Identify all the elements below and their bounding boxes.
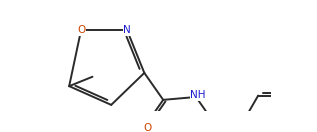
Text: NH: NH	[190, 90, 206, 100]
Text: O: O	[144, 123, 152, 132]
Text: O: O	[77, 25, 85, 35]
Text: N: N	[123, 25, 131, 35]
